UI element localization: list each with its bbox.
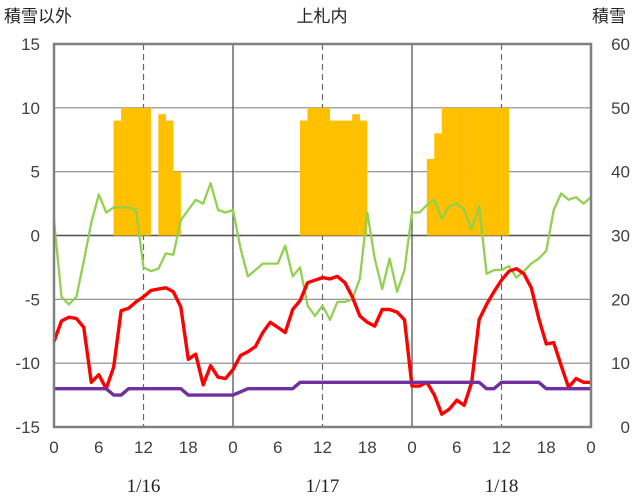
snow-bar bbox=[143, 107, 152, 236]
snow-bar bbox=[449, 107, 457, 236]
snow-bar bbox=[121, 107, 129, 236]
right-y-tick-label: 10 bbox=[611, 354, 630, 373]
x-tick-label: 0 bbox=[407, 438, 416, 457]
snow-bar bbox=[300, 120, 308, 236]
snow-bar bbox=[113, 120, 122, 236]
x-tick-label: 6 bbox=[452, 438, 461, 457]
snow-bars bbox=[113, 107, 510, 236]
day-label: 1/18 bbox=[485, 476, 519, 497]
x-tick-label: 0 bbox=[228, 438, 237, 457]
x-tick-label: 6 bbox=[94, 438, 103, 457]
series-lines bbox=[52, 182, 592, 416]
day-label: 1/16 bbox=[127, 476, 161, 497]
left-y-tick-label: 0 bbox=[31, 227, 40, 246]
purple-series-line bbox=[54, 380, 591, 397]
x-tick-label: 18 bbox=[537, 438, 556, 457]
x-tick-label: 12 bbox=[134, 438, 153, 457]
snow-bar bbox=[165, 120, 174, 236]
left-y-tick-labels: 15 10 5 0 -5 -10 -15 bbox=[15, 35, 40, 437]
snow-bar bbox=[464, 107, 472, 236]
left-y-tick-label: 10 bbox=[21, 99, 40, 118]
right-y-tick-label: 60 bbox=[611, 35, 630, 54]
day-labels: 1/16 1/17 1/18 bbox=[127, 476, 519, 497]
left-y-tick-label: -10 bbox=[15, 354, 40, 373]
x-tick-label: 0 bbox=[49, 438, 58, 457]
snow-bar bbox=[135, 107, 144, 236]
right-y-tick-label: 40 bbox=[611, 163, 630, 182]
snow-bar bbox=[307, 107, 316, 236]
right-y-tick-label: 20 bbox=[611, 290, 630, 309]
x-tick-label: 0 bbox=[586, 438, 595, 457]
snow-bar bbox=[359, 120, 368, 236]
snow-bar bbox=[456, 107, 465, 236]
snow-bar bbox=[337, 120, 345, 236]
green-series-line bbox=[52, 182, 592, 321]
snow-bar bbox=[314, 107, 323, 236]
right-y-tick-labels: 60 50 40 30 20 10 0 bbox=[611, 35, 630, 437]
x-tick-label: 18 bbox=[358, 438, 377, 457]
snow-bar bbox=[471, 107, 480, 236]
snow-bar bbox=[173, 171, 181, 236]
left-y-tick-label: -5 bbox=[25, 290, 40, 309]
snow-bar bbox=[434, 133, 442, 236]
right-axis-title: 積雪 bbox=[592, 7, 626, 27]
x-tick-label: 18 bbox=[179, 438, 198, 457]
day-label: 1/17 bbox=[306, 476, 340, 497]
snow-bar bbox=[158, 114, 166, 236]
snow-bar bbox=[486, 107, 495, 236]
plot-border bbox=[52, 42, 593, 429]
left-y-tick-label: 15 bbox=[21, 35, 40, 54]
snow-bar bbox=[352, 114, 360, 236]
chart-title: 上札内 bbox=[297, 7, 348, 27]
x-tick-label: 6 bbox=[273, 438, 282, 457]
x-tick-label: 12 bbox=[492, 438, 511, 457]
snow-bar bbox=[344, 120, 353, 236]
snow-bar bbox=[441, 107, 450, 236]
snow-bar bbox=[128, 107, 137, 236]
right-y-tick-label: 0 bbox=[621, 418, 630, 437]
x-tick-labels: 0 6 12 18 0 6 12 18 0 6 12 18 0 bbox=[49, 438, 595, 457]
red-series-line bbox=[52, 267, 591, 416]
snow-bar bbox=[329, 120, 338, 236]
snow-bar bbox=[322, 107, 331, 236]
left-y-tick-label: 5 bbox=[31, 163, 40, 182]
x-tick-label: 12 bbox=[313, 438, 332, 457]
right-y-tick-label: 30 bbox=[611, 227, 630, 246]
snow-bar bbox=[501, 107, 510, 236]
snow-bar bbox=[426, 158, 435, 236]
left-axis-title: 積雪以外 bbox=[4, 7, 72, 27]
snow-bar bbox=[493, 107, 502, 236]
left-y-tick-label: -15 bbox=[15, 418, 40, 437]
snow-bar bbox=[479, 107, 487, 236]
right-y-tick-label: 50 bbox=[611, 99, 630, 118]
